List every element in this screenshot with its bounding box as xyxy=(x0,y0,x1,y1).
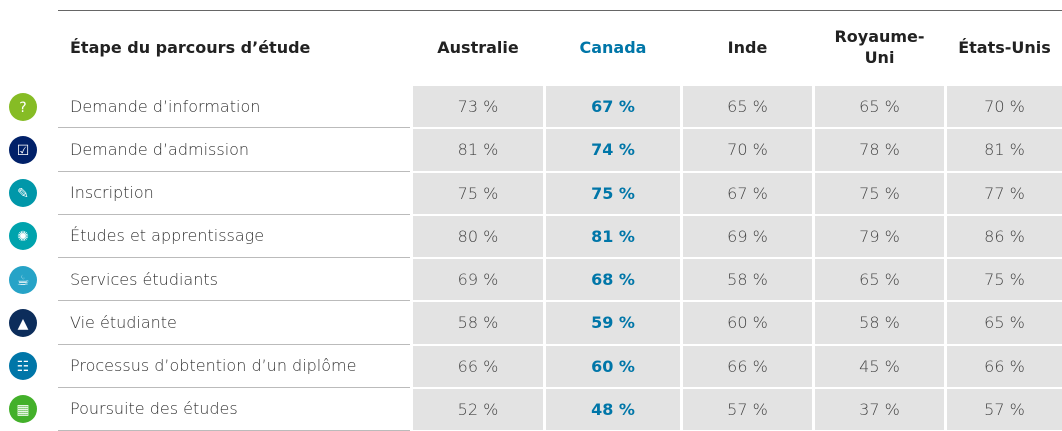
value-cell: 45 % xyxy=(815,345,944,387)
value-cell: 80 % xyxy=(413,215,543,257)
value-cell: 59 % xyxy=(546,302,680,344)
value-cell: 66 % xyxy=(413,345,543,387)
stage-icon: ▲ xyxy=(9,308,37,337)
value-cell: 60 % xyxy=(546,345,680,387)
value-cell: 67 % xyxy=(683,172,812,214)
value-cell: 81 % xyxy=(413,129,543,171)
icon-circle xyxy=(9,135,37,164)
row-label: Vie étudiante xyxy=(58,301,410,345)
value-cell: 69 % xyxy=(413,259,543,301)
value-cell: 57 % xyxy=(683,388,812,430)
icon-glyph: ▲ xyxy=(18,316,29,332)
header-country: Royaume-Uni xyxy=(834,27,925,67)
header-country: Australie xyxy=(437,37,519,57)
value-cell: 81 % xyxy=(947,129,1062,171)
value-cell: 48 % xyxy=(546,388,680,430)
value-cell: 81 % xyxy=(546,215,680,257)
icon-circle xyxy=(9,92,37,121)
top-rule xyxy=(58,10,1062,11)
icon-circle xyxy=(9,265,37,294)
value-cell: 60 % xyxy=(683,302,812,344)
header-country: États-Unis xyxy=(958,37,1051,57)
value-cell: 86 % xyxy=(947,215,1062,257)
value-cell: 58 % xyxy=(683,259,812,301)
icon-circle xyxy=(9,179,37,208)
value-cell: 70 % xyxy=(683,129,812,171)
stage-icon: ☑ xyxy=(9,135,37,164)
row-label: Demande d’admission xyxy=(58,128,410,172)
icon-circle xyxy=(9,395,37,424)
icon-circle xyxy=(9,308,37,337)
value-cell: 65 % xyxy=(815,259,944,301)
icon-glyph: ☑ xyxy=(17,143,30,159)
value-cell: 78 % xyxy=(815,129,944,171)
icon-glyph: ? xyxy=(19,100,26,116)
header-label: Étape du parcours d’étude xyxy=(70,37,311,57)
value-cell: 75 % xyxy=(815,172,944,214)
stage-icon: ✺ xyxy=(9,222,37,251)
value-cell: 57 % xyxy=(947,388,1062,430)
value-cell: 75 % xyxy=(546,172,680,214)
value-cell: 66 % xyxy=(683,345,812,387)
header-country: Inde xyxy=(727,37,768,57)
value-cell: 67 % xyxy=(546,86,680,128)
icon-circle xyxy=(9,352,37,381)
value-cell: 70 % xyxy=(947,86,1062,128)
value-cell: 66 % xyxy=(947,345,1062,387)
value-cell: 73 % xyxy=(413,86,543,128)
value-cell: 65 % xyxy=(683,86,812,128)
icon-glyph: ✺ xyxy=(17,229,29,245)
row-label: Services étudiants xyxy=(58,258,410,302)
value-cell: 65 % xyxy=(815,86,944,128)
stage-icon: ☕ xyxy=(9,265,37,294)
stage-icon: ? xyxy=(9,92,37,121)
icon-glyph: ✎ xyxy=(17,186,29,202)
value-cell: 52 % xyxy=(413,388,543,430)
value-cell: 74 % xyxy=(546,129,680,171)
value-cell: 77 % xyxy=(947,172,1062,214)
value-cell: 79 % xyxy=(815,215,944,257)
row-label: Demande d’information xyxy=(58,85,410,129)
icon-glyph: ☕ xyxy=(17,273,30,289)
value-cell: 58 % xyxy=(815,302,944,344)
icon-glyph: ▦ xyxy=(16,402,29,418)
row-label: Inscription xyxy=(58,172,410,215)
value-cell: 69 % xyxy=(683,215,812,257)
value-cell: 65 % xyxy=(947,302,1062,344)
row-label: Études et apprentissage xyxy=(58,215,410,258)
row-label: Poursuite des études xyxy=(58,388,410,431)
value-cell: 68 % xyxy=(546,259,680,301)
stage-icon: ☷ xyxy=(9,352,37,381)
value-cell: 75 % xyxy=(947,259,1062,301)
icon-glyph: ☷ xyxy=(17,359,30,375)
header-country: Canada xyxy=(579,37,647,57)
icon-circle xyxy=(9,222,37,251)
value-cell: 58 % xyxy=(413,302,543,344)
stage-icon: ✎ xyxy=(9,179,37,208)
stage-icon: ▦ xyxy=(9,395,37,424)
value-cell: 75 % xyxy=(413,172,543,214)
value-cell: 37 % xyxy=(815,388,944,430)
row-label: Processus d’obtention d’un diplôme xyxy=(58,345,410,388)
